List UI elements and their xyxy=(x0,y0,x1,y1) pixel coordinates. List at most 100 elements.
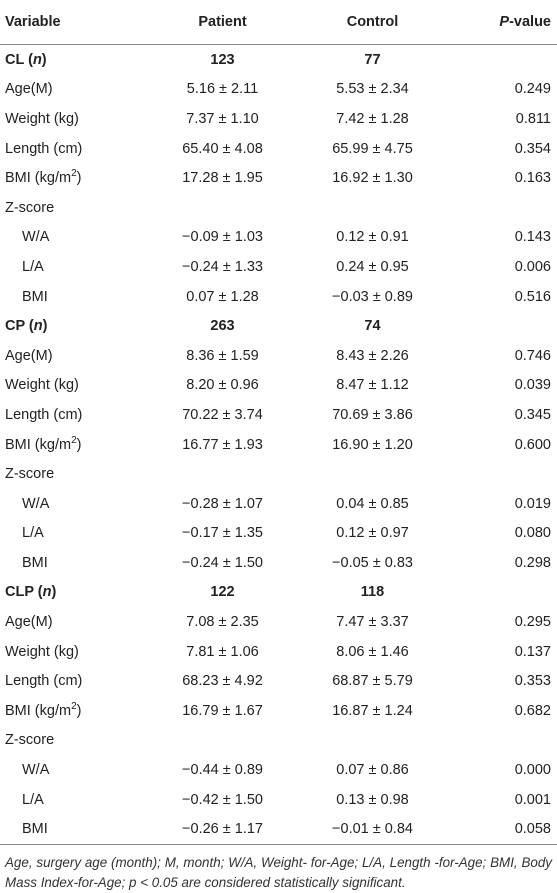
control-cell: 0.24 ± 0.95 xyxy=(336,258,409,275)
row-label: CP (n) xyxy=(0,311,150,341)
row-label: Length (cm) xyxy=(5,406,83,423)
control-cell: 16.87 ± 1.24 xyxy=(332,702,413,719)
text-segment: n xyxy=(32,51,42,68)
text-segment: 2 xyxy=(71,168,77,180)
text-segment: n xyxy=(42,584,52,601)
p-value-cell xyxy=(450,578,557,608)
control-cell: 8.47 ± 1.12 xyxy=(336,377,409,394)
row-label: L/A xyxy=(22,258,44,275)
data-table: Variable Patient Control P-value CL (n) 123 7… xyxy=(0,0,557,846)
table-header: Variable Patient Control P-value xyxy=(0,0,557,45)
patient-cell: −0.24 ± 1.33 xyxy=(182,258,263,275)
measure-row: BMI (kg/m2) 16.79 ± 1.67 16.87 ± 1.24 0.682 xyxy=(0,696,557,726)
text-segment: BMI (kg/m xyxy=(5,702,72,719)
p-value-cell xyxy=(450,193,557,223)
p-value-cell xyxy=(450,45,557,75)
control-cell: 8.06 ± 1.46 xyxy=(336,643,409,660)
patient-cell: 17.28 ± 1.95 xyxy=(182,170,263,187)
p-value-cell: 0.137 xyxy=(514,643,551,660)
text-segment: ) xyxy=(41,51,47,68)
text-segment: ) xyxy=(76,436,82,453)
patient-cell: 123 xyxy=(210,51,235,68)
measure-row: Age(M) 8.36 ± 1.59 8.43 ± 2.26 0.746 xyxy=(0,341,557,371)
p-value-cell: 0.058 xyxy=(450,814,557,846)
row-label: Age(M) xyxy=(5,614,53,631)
text-segment: ) xyxy=(76,702,82,719)
patient-cell: 263 xyxy=(210,318,235,335)
control-cell: 16.90 ± 1.20 xyxy=(332,436,413,453)
p-value-cell: 0.163 xyxy=(514,170,551,187)
row-label: Weight (kg) xyxy=(5,643,79,660)
patient-cell: 70.22 ± 3.74 xyxy=(182,406,263,423)
p-value-cell: 0.001 xyxy=(514,791,551,808)
text-segment: BMI (kg/m xyxy=(5,170,72,187)
patient-cell: 16.79 ± 1.67 xyxy=(182,702,263,719)
row-label: Z-score xyxy=(5,199,55,216)
measure-row: BMI (kg/m2) 17.28 ± 1.95 16.92 ± 1.30 0.163 xyxy=(0,163,557,193)
control-cell: −0.05 ± 0.83 xyxy=(332,554,413,571)
row-label: BMI (kg/m2) xyxy=(0,163,150,193)
patient-cell: 7.81 ± 1.06 xyxy=(186,643,259,660)
p-value-cell: 0.354 xyxy=(514,140,551,157)
p-value-cell: 0.746 xyxy=(514,347,551,364)
text-segment: n xyxy=(33,318,43,335)
patient-cell: 8.20 ± 0.96 xyxy=(186,377,259,394)
row-label: BMI xyxy=(22,288,48,305)
row-label: Length (cm) xyxy=(5,673,83,690)
row-label: W/A xyxy=(22,495,50,512)
p-value-cell: 0.019 xyxy=(514,495,551,512)
row-label: Length (cm) xyxy=(5,140,83,157)
text-segment: CP ( xyxy=(5,318,34,335)
row-label: Weight (kg) xyxy=(5,377,79,394)
control-cell: 0.12 ± 0.97 xyxy=(336,525,409,542)
row-label: Weight (kg) xyxy=(5,110,79,127)
p-value-cell: 0.353 xyxy=(514,673,551,690)
p-value-cell: 0.345 xyxy=(514,406,551,423)
row-label: Z-score xyxy=(5,466,55,483)
control-cell: 65.99 ± 4.75 xyxy=(332,140,413,157)
control-cell: 74 xyxy=(364,318,381,335)
text-segment: CL ( xyxy=(5,51,33,68)
control-cell: 70.69 ± 3.86 xyxy=(332,406,413,423)
row-label: Z-score xyxy=(5,732,55,749)
control-cell xyxy=(295,726,450,756)
patient-cell: −0.17 ± 1.35 xyxy=(182,525,263,542)
p-value-cell: 0.006 xyxy=(514,258,551,275)
row-label: L/A xyxy=(22,791,44,808)
text-segment: ) xyxy=(42,318,48,335)
patient-cell xyxy=(150,726,295,756)
zscore-row: L/A −0.42 ± 1.50 0.13 ± 0.98 0.001 xyxy=(0,785,557,815)
measure-row: Weight (kg) 8.20 ± 0.96 8.47 ± 1.12 0.039 xyxy=(0,371,557,401)
column-header: Variable xyxy=(0,0,150,45)
zscore-heading-row: Z-score xyxy=(0,193,557,223)
control-cell: 0.04 ± 0.85 xyxy=(336,495,409,512)
patient-cell: 68.23 ± 4.92 xyxy=(182,673,263,690)
p-value-cell xyxy=(450,726,557,756)
row-label: Age(M) xyxy=(5,81,53,98)
measure-row: Length (cm) 65.40 ± 4.08 65.99 ± 4.75 0.354 xyxy=(0,134,557,164)
text-segment: P xyxy=(499,14,510,30)
patient-cell: −0.09 ± 1.03 xyxy=(182,229,263,246)
column-header: Patient xyxy=(150,0,295,45)
control-cell: 77 xyxy=(364,51,381,68)
control-cell: −0.01 ± 0.84 xyxy=(295,814,450,846)
table-body: CL (n) 123 77 Age(M) 5.16 ± 2.11 5.53 ± 2.34 0… xyxy=(0,45,557,846)
control-cell: −0.03 ± 0.89 xyxy=(332,288,413,305)
text-segment: ) xyxy=(76,170,82,187)
text-segment: BMI (kg/m xyxy=(5,436,72,453)
row-label: W/A xyxy=(22,229,50,246)
patient-cell: 16.77 ± 1.93 xyxy=(182,436,263,453)
measure-row: Age(M) 5.16 ± 2.11 5.53 ± 2.34 0.249 xyxy=(0,75,557,105)
patient-cell: 65.40 ± 4.08 xyxy=(182,140,263,157)
zscore-row: W/A −0.44 ± 0.89 0.07 ± 0.86 0.000 xyxy=(0,755,557,785)
patient-cell: −0.28 ± 1.07 xyxy=(182,495,263,512)
p-value-cell: 0.682 xyxy=(514,702,551,719)
text-segment: ) xyxy=(51,584,57,601)
patient-cell: 8.36 ± 1.59 xyxy=(186,347,259,364)
control-cell: 8.43 ± 2.26 xyxy=(336,347,409,364)
control-cell: 0.13 ± 0.98 xyxy=(336,791,409,808)
zscore-row: BMI −0.26 ± 1.17 −0.01 ± 0.84 0.058 xyxy=(0,814,557,846)
control-cell: 5.53 ± 2.34 xyxy=(336,81,409,98)
control-cell xyxy=(295,459,450,489)
